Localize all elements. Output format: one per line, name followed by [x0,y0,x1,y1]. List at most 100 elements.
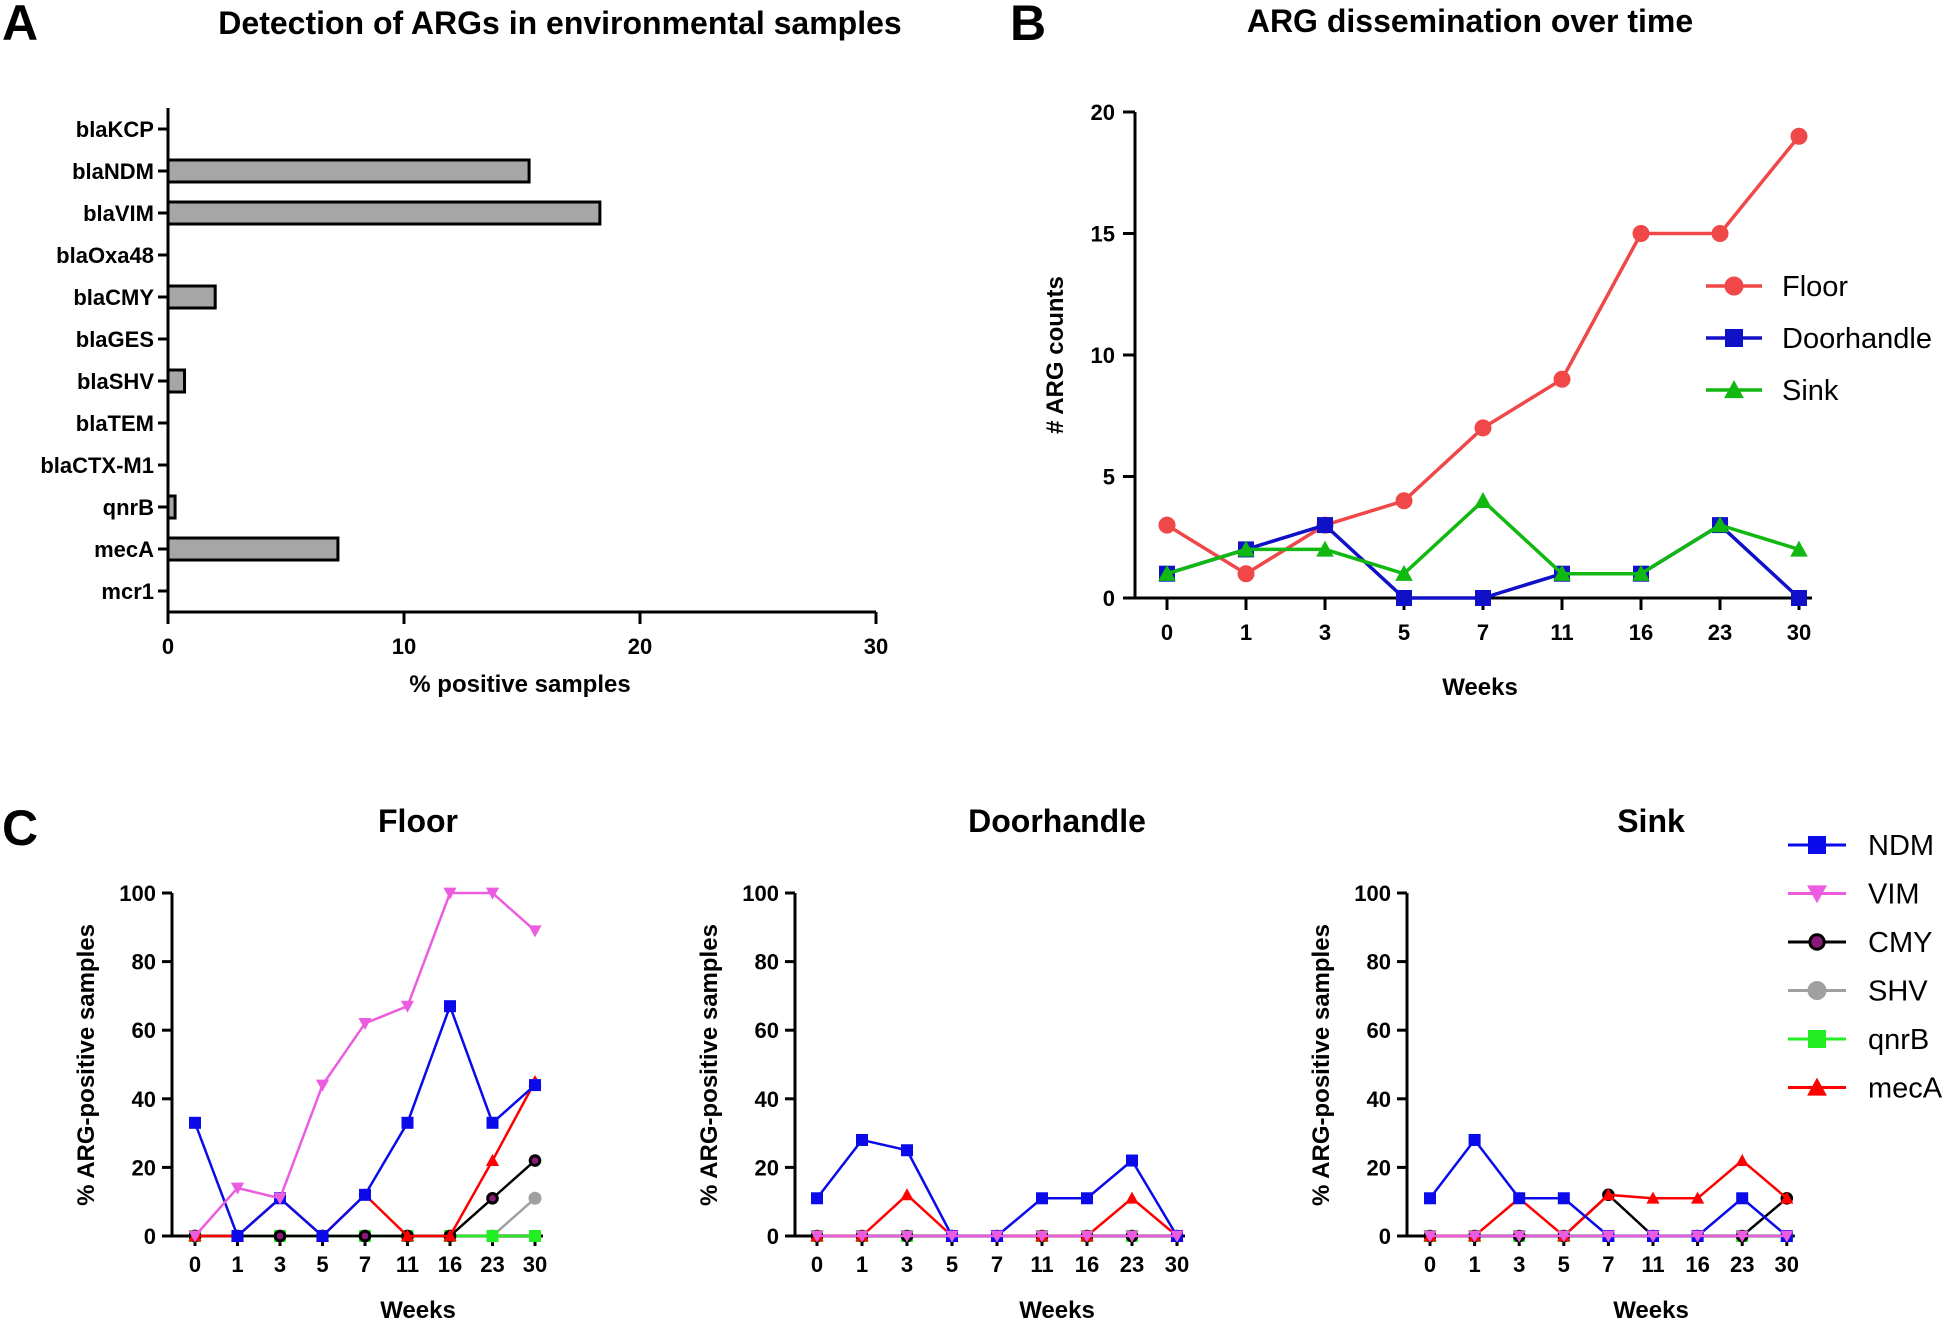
data-point-doorhandle [1475,590,1491,606]
data-point-ndm [231,1230,244,1242]
x-tick-label: 16 [1685,1252,1709,1277]
data-point-vim [1557,1230,1571,1243]
x-tick-label: 5 [1398,620,1410,645]
series-line-vim [194,891,536,1237]
panel-b-chart: ARG dissemination over time Weeks # ARG … [1042,3,1932,701]
data-point-ndm [359,1188,371,1201]
subplot-doorhandle: Doorhandle Weeks % ARG-positive samples 0 20… [696,803,1189,1320]
y-category-label: blaVIM [83,201,154,226]
legend-marker-sink [1724,380,1744,399]
x-tick-label: 30 [864,634,888,659]
y-tick-label: 20 [1091,100,1115,125]
y-category-label: blaKCP [76,117,154,142]
x-tick-label: 1 [231,1252,243,1277]
x-tick-label: 23 [1120,1252,1144,1277]
x-tick-label: 7 [991,1252,1003,1277]
data-point-sink [1474,492,1492,508]
data-point-qnrb [486,1230,499,1242]
data-point-vim [900,1230,914,1243]
x-tick-label: 3 [274,1252,286,1277]
data-point-ndm [1557,1192,1570,1205]
legend-label-doorhandle: Doorhandle [1782,323,1932,355]
data-point-ndm [1736,1192,1749,1205]
panel-b-title: ARG dissemination over time [1247,3,1693,39]
legend-marker-ndm [1808,836,1826,854]
bar [166,284,217,310]
data-point-meca [400,1229,415,1242]
data-point-floor [1237,565,1255,583]
y-category-label: blaOxa48 [56,243,154,268]
y-category-label: blaCTX-M1 [40,453,154,478]
data-point-meca [485,1153,500,1166]
data-point-vim [1080,1230,1094,1243]
panel-label-c: C [2,800,38,856]
panel-c-charts: Floor Weeks % ARG-positive samples 0 20 40 60 8… [73,803,1799,1320]
y-tick-label: 60 [1367,1018,1391,1043]
legend-marker-doorhandle [1725,329,1743,347]
y-tick-label: 80 [132,950,156,975]
panel-a-chart: Detection of ARGs in environmental sampl… [40,5,901,698]
data-point-ndm [444,1000,456,1013]
x-tick-label: 30 [523,1252,547,1277]
x-tick-label: 7 [1602,1252,1614,1277]
data-point-ndm [529,1079,541,1092]
subplot-sink: Sink Weeks % ARG-positive samples 0 20 40 60 80… [1308,803,1799,1320]
legend-marker-cmy [1808,933,1826,951]
y-tick-label: 60 [755,1018,779,1043]
data-point-shv [528,1191,542,1205]
data-point-floor [1158,516,1176,534]
data-point-floor [1474,419,1492,437]
y-category-label: qnrB [103,495,154,520]
subplot-title: Sink [1617,803,1685,839]
y-tick-label: 20 [1367,1155,1391,1180]
series-line-floor [1166,135,1801,576]
data-point-sink [1237,540,1255,557]
x-tick-label: 11 [1641,1252,1664,1277]
y-category-label: blaGES [76,327,154,352]
panel-c-legend: NDM VIM CMY SHV qnrB mecA [1788,830,1943,1105]
data-point-vim [945,1230,959,1243]
data-point-doorhandle [1396,590,1412,606]
legend-label-shv: SHV [1868,976,1928,1008]
subplot-title: Floor [378,803,458,839]
data-point-floor [1790,127,1808,145]
data-point-ndm [316,1230,329,1242]
series-line-meca [195,1081,537,1238]
data-point-vim [443,887,457,900]
y-tick-label: 100 [742,881,779,906]
legend-label-ndm: NDM [1868,830,1934,862]
x-tick-label: 3 [901,1252,913,1277]
y-tick-label: 5 [1103,465,1115,490]
data-point-vim [485,887,500,900]
data-point-ndm [856,1133,868,1146]
legend-label-vim: VIM [1868,879,1920,911]
data-point-vim [1691,1230,1705,1243]
y-category-label: mcr1 [101,579,154,604]
y-tick-label: 20 [132,1155,156,1180]
panel-b-ylabel: # ARG counts [1042,276,1069,434]
subplot-ylabel: % ARG-positive samples [73,924,100,1206]
data-point-vim [1170,1230,1184,1243]
x-tick-label: 0 [1161,620,1173,645]
x-tick-label: 16 [1629,620,1653,645]
y-tick-label: 40 [755,1087,779,1112]
data-point-qnrb [529,1230,541,1242]
legend-label-sink: Sink [1782,375,1839,407]
y-tick-label: 0 [767,1224,779,1249]
data-point-ndm [1424,1192,1436,1205]
data-point-cmy [358,1229,372,1243]
x-tick-label: 7 [1477,620,1489,645]
data-point-vim [315,1079,330,1092]
x-tick-label: 20 [628,634,652,659]
data-point-vim [400,1000,415,1013]
data-point-vim [1735,1230,1749,1243]
y-tick-label: 20 [755,1155,779,1180]
data-point-ndm [1036,1192,1048,1205]
legend-marker-floor [1724,276,1744,296]
bar [166,368,187,394]
x-tick-label: 1 [1468,1252,1480,1277]
x-tick-label: 3 [1319,620,1331,645]
data-point-floor [1553,370,1571,388]
x-tick-label: 16 [1075,1252,1099,1277]
legend-label-meca: mecA [1868,1073,1943,1105]
